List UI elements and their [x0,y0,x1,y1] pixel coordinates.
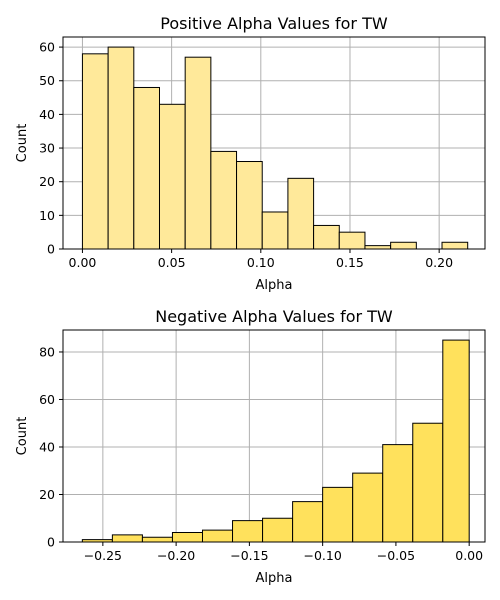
y-tick-label: 60 [39,392,55,407]
histogram-bar [236,161,263,250]
histogram-bar [412,422,444,543]
histogram-bar [133,86,160,250]
x-tick-label: 0.00 [69,255,97,270]
y-tick-label: 30 [39,141,55,156]
x-tick-label: 0.10 [247,255,275,270]
axes-frame [62,329,486,543]
x-tick-label: −0.10 [303,548,341,563]
histogram-bar [210,150,238,250]
y-axis-label: Count [15,417,30,456]
histogram-bar [322,486,354,543]
y-tick-label: 40 [39,439,55,454]
y-tick-label: 50 [39,73,55,88]
y-tick-label: 40 [39,107,55,122]
histogram-bar [352,472,384,543]
x-tick-label: 0.20 [425,255,453,270]
histogram-bar [232,520,264,543]
histogram-bar [81,53,109,250]
histogram-bar [262,517,294,543]
x-axis-label: Alpha [256,278,293,293]
negative-alpha-panel: −0.25 −0.20 −0.15 −0.10 −0.05 0.00 0 20 40 60 80 N… [15,307,486,586]
x-tick-label: −0.20 [157,548,195,563]
histogram-bar [364,245,392,250]
x-tick-label: −0.25 [84,548,122,563]
histogram-bar [442,339,470,543]
y-tick-label: 80 [39,344,55,359]
histogram-bar [261,211,289,250]
x-tick-label: 0.00 [455,548,483,563]
histogram-bar [171,531,203,543]
histogram-bar [441,241,469,250]
positive-alpha-panel: 0.00 0.05 0.10 0.15 0.20 0 10 20 30 40 50 60 Positi… [15,14,486,293]
axis-ticks: −0.25 −0.20 −0.15 −0.10 −0.05 0.00 0 20 40 60 80 [39,344,483,563]
x-tick-label: 0.15 [336,255,364,270]
y-tick-label: 60 [39,40,55,55]
y-tick-label: 20 [39,174,55,189]
histogram-bar [382,444,414,543]
chart-title: Positive Alpha Values for TW [160,14,388,33]
histogram-bar [390,241,417,250]
x-axis-label: Alpha [256,571,293,586]
histogram-bar [313,224,340,250]
y-tick-label: 20 [39,487,55,502]
histogram-bar [184,56,212,250]
chart-title: Negative Alpha Values for TW [155,307,393,326]
histogram-bar [338,231,366,250]
histogram-bar [107,46,135,250]
histogram-bars [81,46,469,250]
x-tick-label: −0.15 [230,548,268,563]
histogram-bars [81,339,470,543]
axes-frame [62,36,486,250]
y-tick-label: 10 [39,208,55,223]
y-tick-label: 0 [47,242,55,257]
y-axis-label: Count [15,124,30,163]
histogram-bar [158,103,186,250]
histogram-bar [287,177,315,250]
axis-ticks: 0.00 0.05 0.10 0.15 0.20 0 10 20 30 40 50 60 [39,40,453,270]
histogram-bar [141,536,173,543]
histogram-bar [111,534,143,543]
x-tick-label: 0.05 [158,255,186,270]
y-tick-label: 0 [47,535,55,550]
histogram-bar [292,501,324,543]
x-tick-label: −0.05 [377,548,415,563]
histogram-bar [201,529,234,543]
